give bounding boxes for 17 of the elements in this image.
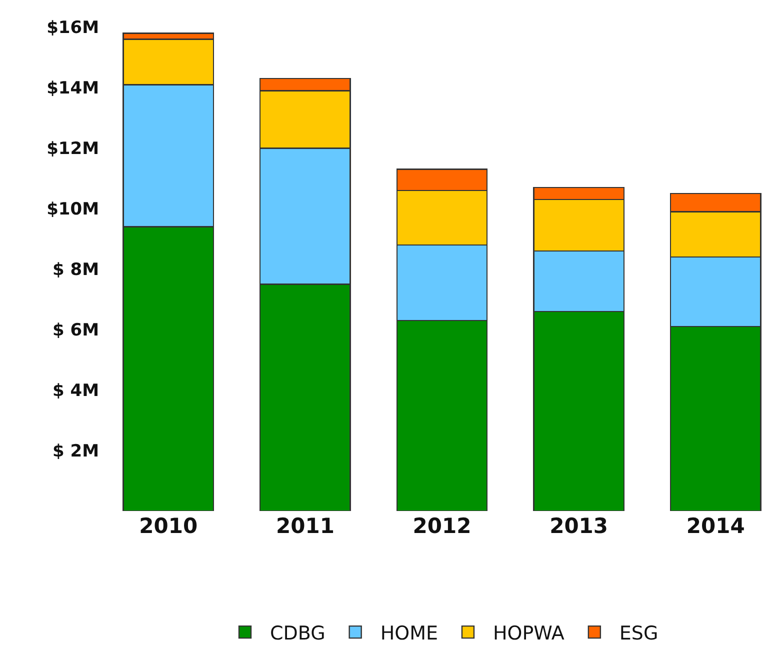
- x-tick-label: 2013: [550, 514, 608, 538]
- y-tick-label: $ 6M: [52, 320, 99, 341]
- legend-label: HOME: [380, 622, 438, 644]
- y-tick-label: $12M: [46, 139, 99, 160]
- y-tick-label: $ 4M: [52, 381, 99, 401]
- y-tick-label: $ 2M: [52, 441, 99, 462]
- legend-label: ESG: [619, 622, 658, 644]
- x-tick-label: 2012: [412, 514, 472, 538]
- y-tick-label: $10M: [46, 200, 99, 220]
- x-tick-label: 2011: [276, 514, 334, 538]
- legend-label: HOPWA: [492, 622, 564, 644]
- x-tick-label: 2014: [686, 514, 745, 538]
- legend-label: CDBG: [270, 622, 326, 644]
- x-tick-label: 2010: [139, 514, 198, 538]
- y-tick-label: $ 8M: [52, 260, 99, 280]
- y-tick-label: $16M: [46, 18, 99, 38]
- y-tick-label: $14M: [46, 78, 99, 99]
